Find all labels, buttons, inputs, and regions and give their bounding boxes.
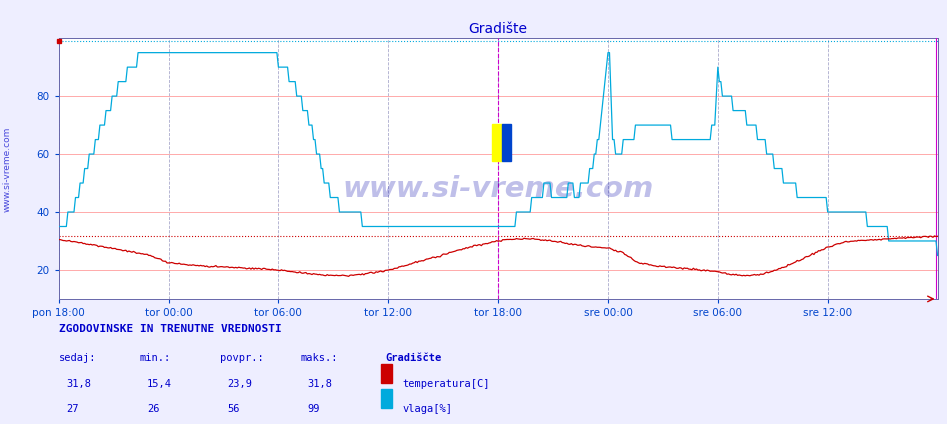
Text: povpr.:: povpr.:: [220, 353, 263, 363]
Text: 27: 27: [66, 404, 79, 414]
Text: 26: 26: [147, 404, 159, 414]
Title: Gradište: Gradište: [469, 22, 527, 36]
Text: www.si-vreme.com: www.si-vreme.com: [343, 176, 653, 204]
Text: ZGODOVINSKE IN TRENUTNE VREDNOSTI: ZGODOVINSKE IN TRENUTNE VREDNOSTI: [59, 324, 281, 335]
Text: sedaj:: sedaj:: [59, 353, 97, 363]
Text: 99: 99: [308, 404, 320, 414]
Text: Gradiščte: Gradiščte: [385, 353, 441, 363]
Text: 31,8: 31,8: [66, 379, 91, 389]
Bar: [502, 124, 511, 161]
Text: maks.:: maks.:: [300, 353, 338, 363]
Text: www.si-vreme.com: www.si-vreme.com: [3, 127, 12, 212]
Text: 31,8: 31,8: [308, 379, 332, 389]
Text: 56: 56: [227, 404, 240, 414]
Text: temperatura[C]: temperatura[C]: [402, 379, 490, 389]
Text: vlaga[%]: vlaga[%]: [402, 404, 453, 414]
Text: 15,4: 15,4: [147, 379, 171, 389]
Bar: [492, 124, 502, 161]
Text: min.:: min.:: [139, 353, 170, 363]
Text: 23,9: 23,9: [227, 379, 252, 389]
